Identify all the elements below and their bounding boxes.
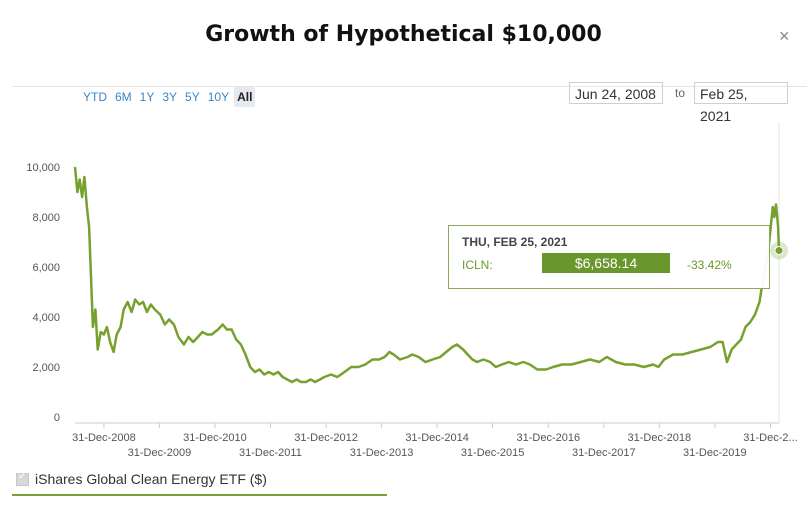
x-tick-label: 31-Dec-2008	[72, 432, 136, 444]
x-tick-label: 31-Dec-2009	[128, 447, 192, 459]
range-button-all[interactable]: All	[234, 87, 256, 107]
x-axis-ticks: 31-Dec-2008 31-Dec-2009 31-Dec-2010 31-Dec-…	[72, 422, 798, 459]
tooltip-date: THU, FEB 25, 2021	[462, 235, 568, 249]
range-button-1y[interactable]: 1Y	[139, 90, 155, 104]
y-tick-label: 0	[54, 412, 60, 424]
x-tick-label: 31-Dec-2018	[628, 432, 692, 444]
y-tick-label: 4,000	[32, 312, 60, 324]
range-button-3y[interactable]: 3Y	[162, 90, 178, 104]
y-tick-label: 8,000	[32, 212, 60, 224]
date-to-input[interactable]: Feb 25, 2021	[694, 82, 788, 124]
date-from-input[interactable]: Jun 24, 2008	[569, 82, 663, 104]
tooltip-series-label: ICLN:	[462, 258, 493, 272]
x-tick-label: 31-Dec-2019	[683, 447, 747, 459]
x-tick-label: 31-Dec-2015	[461, 447, 525, 459]
header-divider	[12, 86, 807, 87]
x-tick-label: 31-Dec-2011	[239, 447, 302, 459]
x-tick-label: 31-Dec-2016	[516, 432, 580, 444]
chart-tooltip: THU, FEB 25, 2021 ICLN: $6,658.14 -33.42…	[448, 225, 770, 289]
tooltip-value: $6,658.14	[542, 253, 670, 273]
y-tick-label: 2,000	[32, 362, 60, 374]
chart-title: Growth of Hypothetical $10,000	[205, 22, 602, 47]
hover-marker	[770, 241, 788, 260]
x-tick-label: 31-Dec-2017	[572, 447, 636, 459]
y-tick-label: 6,000	[32, 262, 60, 274]
tooltip-change: -33.42%	[687, 258, 732, 272]
range-button-ytd[interactable]: YTD	[83, 90, 107, 104]
y-axis-ticks: 0 2,000 4,000 6,000 8,000 10,000	[26, 162, 60, 424]
x-tick-label: 31-Dec-2010	[183, 432, 247, 444]
date-to-label: to	[675, 86, 686, 100]
checkbox-icon[interactable]	[16, 471, 29, 486]
marker-point	[774, 246, 784, 256]
legend-underline	[12, 494, 387, 496]
close-icon[interactable]: ×	[779, 26, 790, 46]
range-button-6m[interactable]: 6M	[115, 90, 132, 104]
range-button-10y[interactable]: 10Y	[207, 90, 230, 104]
x-tick-label: 31-Dec-2014	[405, 432, 469, 444]
y-tick-label: 10,000	[26, 162, 60, 174]
series-line-icln	[73, 166, 781, 384]
x-tick-label: 31-Dec-2012	[294, 432, 358, 444]
x-tick-label: 31-Dec-2...	[743, 432, 797, 444]
legend-label: iShares Global Clean Energy ETF ($)	[35, 471, 267, 487]
x-tick-label: 31-Dec-2013	[350, 447, 414, 459]
range-button-5y[interactable]: 5Y	[185, 90, 200, 104]
legend-item-icln[interactable]: iShares Global Clean Energy ETF ($)	[16, 471, 267, 487]
range-selector: YTD 6M 1Y 3Y 5Y 10Y All	[80, 86, 257, 108]
